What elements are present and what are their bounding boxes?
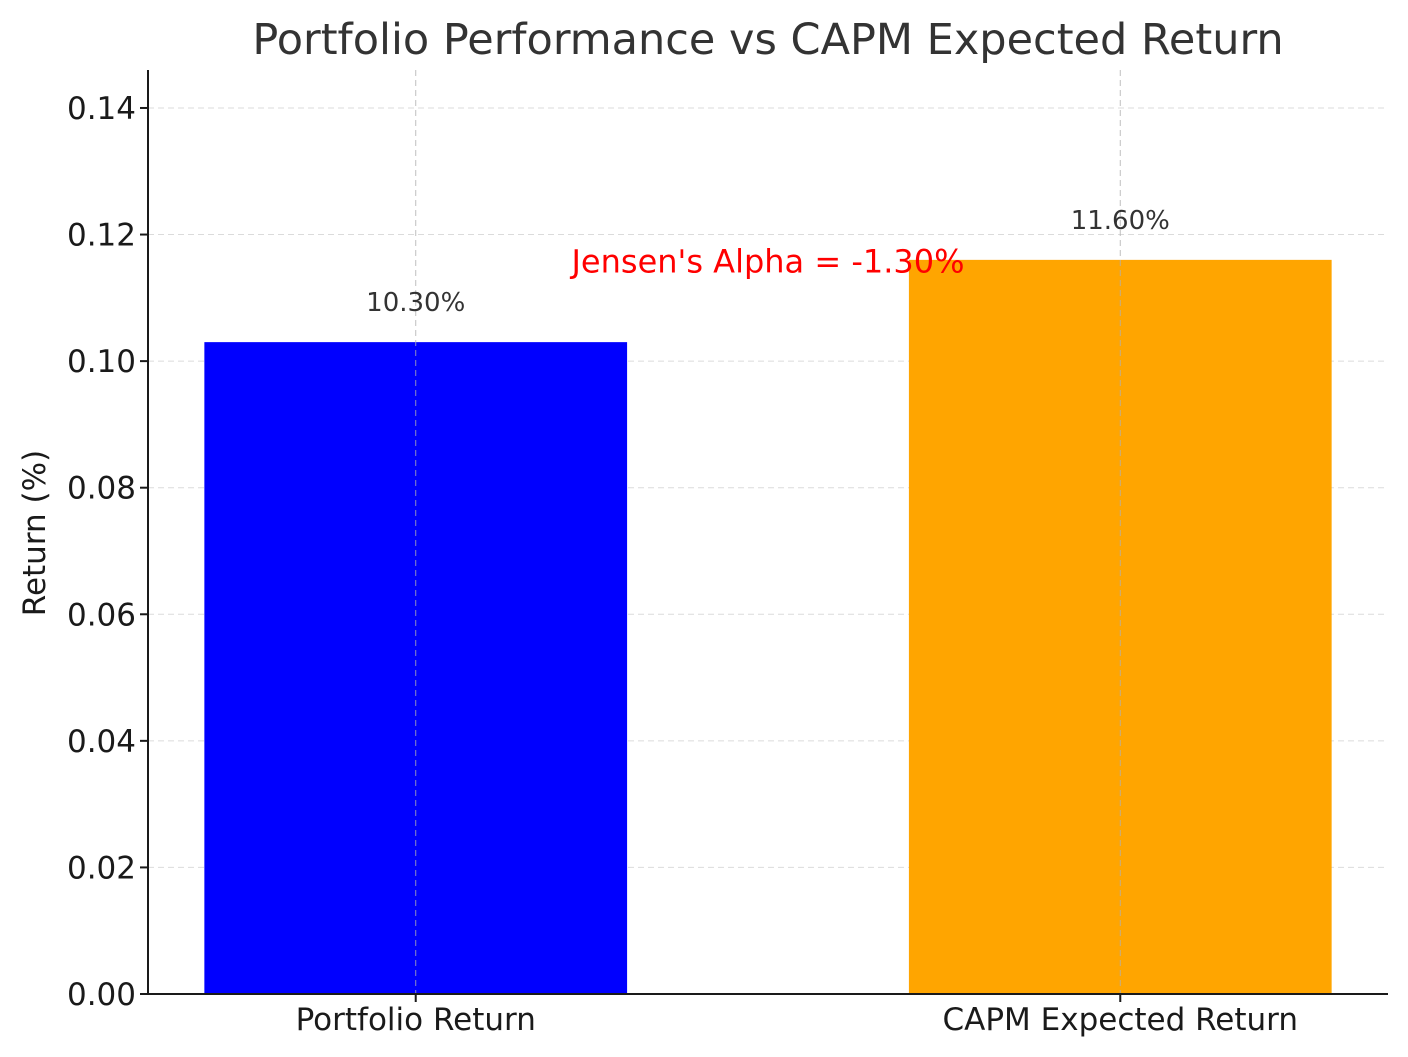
y-tick-label: 0.10 — [67, 344, 136, 380]
bar-portfolio-return — [204, 342, 628, 995]
y-tick-label: 0.08 — [67, 471, 136, 507]
y-tick-label: 0.06 — [67, 597, 136, 633]
bar-value-label: 10.30% — [366, 288, 465, 318]
axes-layer — [140, 70, 1388, 1002]
y-tick-label: 0.12 — [67, 218, 136, 254]
y-tick-label: 0.02 — [67, 850, 136, 886]
y-tick-label: 0.04 — [67, 724, 136, 760]
labels-layer: 0.00 0.02 0.04 0.06 0.08 0.10 0.12 0.14 10.30% 11… — [67, 91, 1298, 1038]
chart-title: Portfolio Performance vs CAPM Expected R… — [252, 15, 1283, 65]
bar-value-label: 11.60% — [1071, 206, 1170, 236]
y-axis-label: Return (%) — [17, 450, 53, 616]
y-tick-label: 0.00 — [67, 977, 136, 1013]
bars-layer — [204, 259, 1332, 995]
x-tick-label: CAPM Expected Return — [943, 1002, 1299, 1038]
x-tick-label: Portfolio Return — [296, 1002, 536, 1038]
y-tick-label: 0.14 — [67, 91, 136, 127]
vertical-grid-layer — [415, 70, 1121, 994]
jensens-alpha-annotation: Jensen's Alpha = -1.30% — [569, 243, 964, 281]
